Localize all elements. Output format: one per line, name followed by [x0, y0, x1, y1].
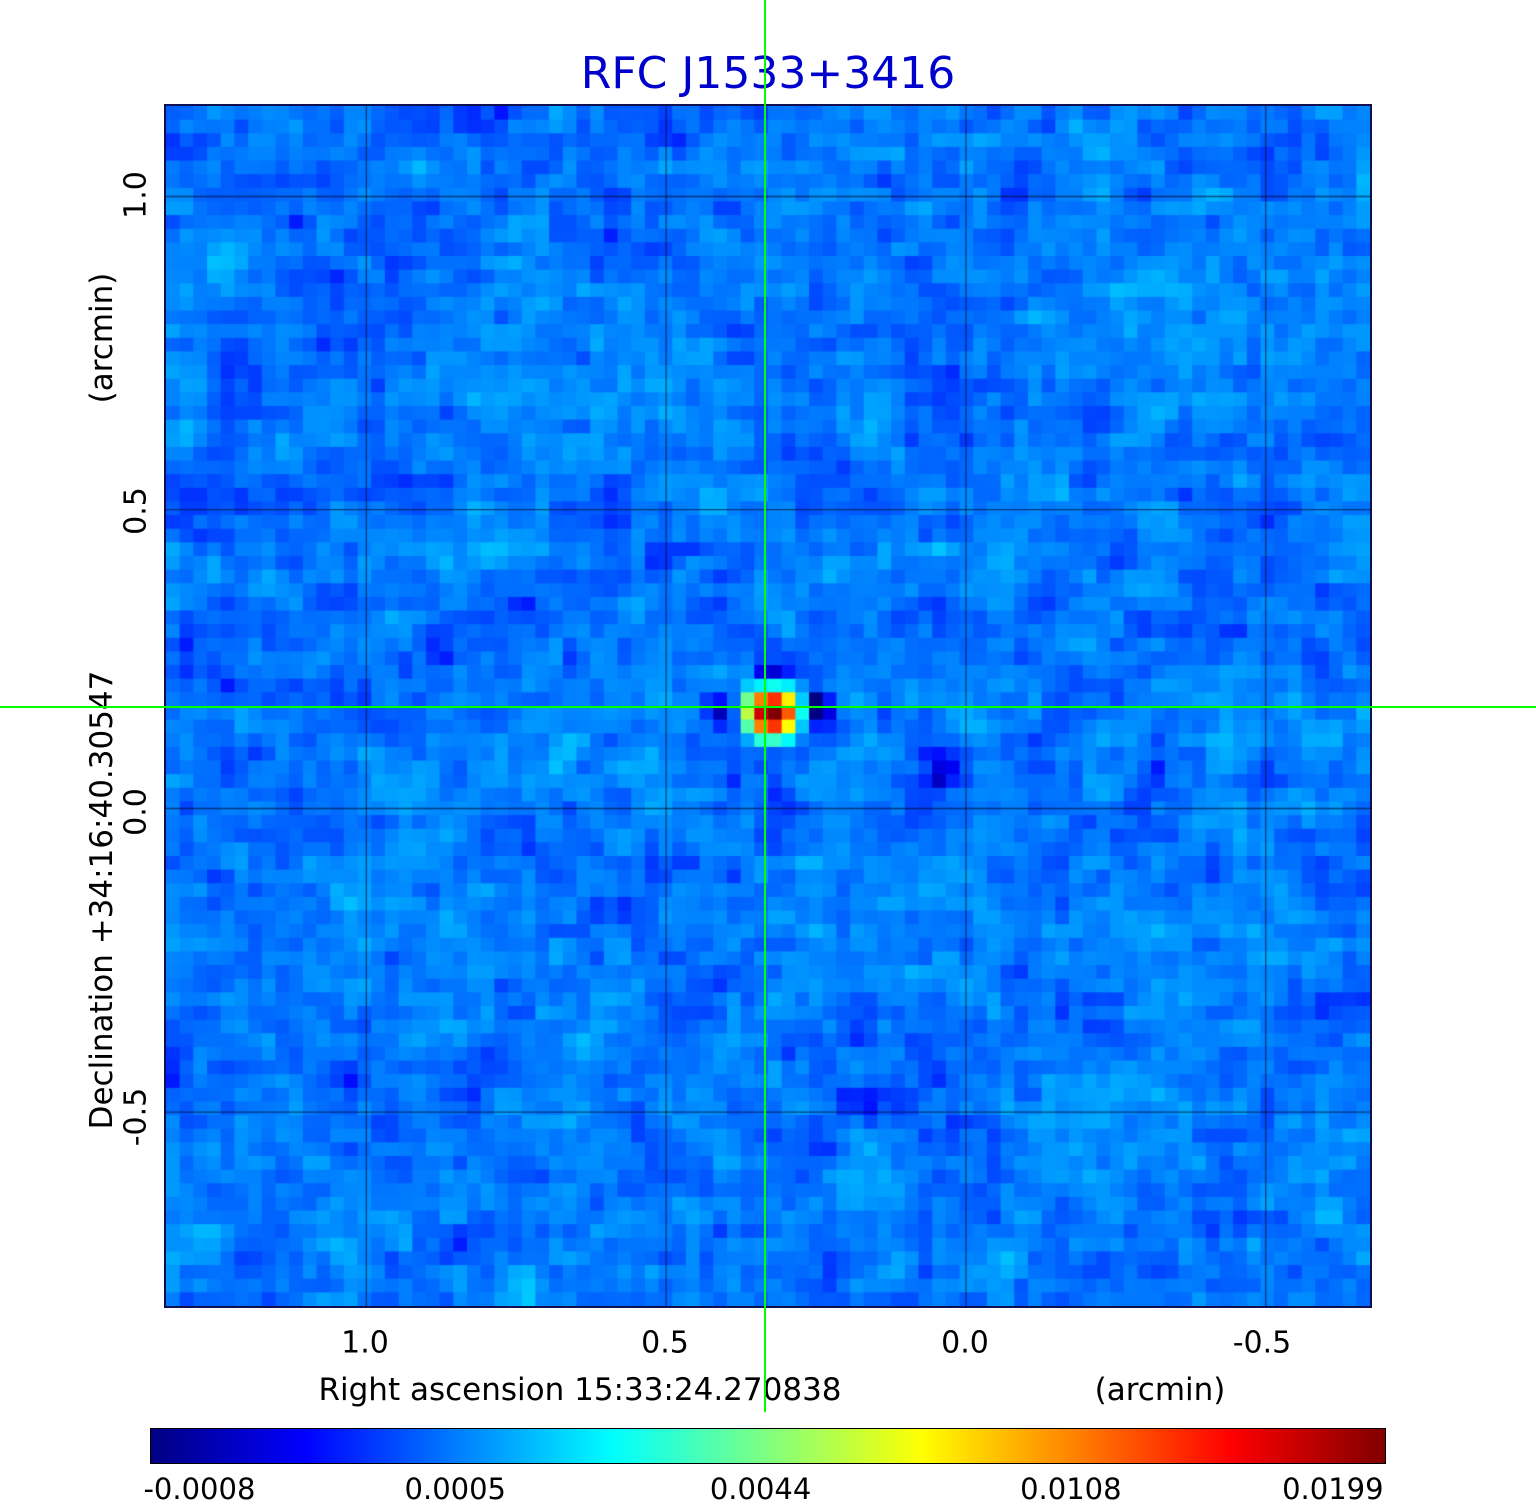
colorbar-tick-label: 0.0005 — [404, 1472, 507, 1506]
colorbar-tick-label: 0.0108 — [1020, 1472, 1122, 1506]
x-tick-label: 0.0 — [941, 1325, 989, 1361]
x-axis-unit-label: (arcmin) — [1094, 1372, 1226, 1408]
crosshair-horizontal-line — [0, 706, 1536, 708]
colorbar-labels: -0.0008 0.0005 0.0044 0.0108 0.0199 — [143, 1472, 1386, 1508]
y-tick-label: 0.0 — [118, 788, 154, 836]
y-axis-unit-label: (arcmin) — [84, 272, 120, 404]
y-tick-label: 0.5 — [118, 487, 154, 535]
colorbar-tick-label: -0.0008 — [143, 1472, 256, 1506]
colorbar-tick-label: 0.0044 — [709, 1472, 812, 1506]
x-tick-label: 0.5 — [641, 1325, 689, 1361]
y-axis-label: Declination +34:16:40.30547 — [84, 670, 120, 1130]
figure-title: RFC J1533+3416 — [580, 48, 956, 99]
colorbar — [150, 1428, 1386, 1464]
x-tick-label: -0.5 — [1232, 1325, 1292, 1361]
colorbar-tick-label: 0.0199 — [1282, 1472, 1384, 1506]
x-axis-label: Right ascension 15:33:24.270838 — [318, 1372, 842, 1408]
y-tick-label: 1.0 — [118, 171, 154, 219]
x-tick-label: 1.0 — [341, 1325, 389, 1361]
y-tick-label: -0.5 — [118, 1087, 154, 1147]
